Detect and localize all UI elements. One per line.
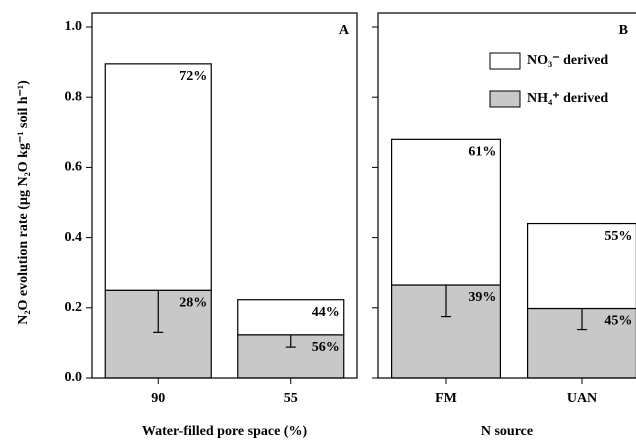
x-tick-label: FM [435,391,457,406]
bar-segment [526,222,636,310]
percent-label: 28% [179,295,207,310]
plot-frame [91,12,358,379]
bar-segment [391,138,502,286]
percent-label: 56% [312,340,340,355]
x-tick-label: 90 [151,391,165,406]
y-tick-label: 0.2 [65,300,83,315]
percent-label: 55% [604,229,632,244]
x-axis-title: N source [481,424,533,439]
plot-frame [377,12,636,379]
legend-swatch [489,90,521,108]
x-tick-label: 55 [284,391,298,406]
y-tick-label: 0.0 [65,370,83,385]
panel-label: A [339,23,350,38]
y-tick-label: 0.4 [65,230,83,245]
legend-label: NO₃⁻ derived [527,53,608,68]
y-tick-label: 0.6 [65,160,83,175]
x-axis-title: Water-filled pore space (%) [142,424,308,439]
percent-label: 45% [604,314,632,329]
percent-label: 44% [312,305,340,320]
panel-label: B [619,23,628,38]
y-axis-title: N₂O evolution rate (µg N₂O kg⁻¹ soil h⁻¹… [16,80,31,325]
bar-segment [237,299,345,336]
percent-label: 39% [468,290,496,305]
legend-swatch [489,52,521,70]
y-tick-label: 1.0 [65,19,83,34]
percent-label: 61% [468,145,496,160]
bar-segment [104,63,212,291]
x-tick-label: UAN [567,391,597,406]
y-tick-label: 0.8 [65,89,83,104]
legend-label: NH₄⁺ derived [527,91,608,106]
percent-label: 72% [179,69,207,84]
